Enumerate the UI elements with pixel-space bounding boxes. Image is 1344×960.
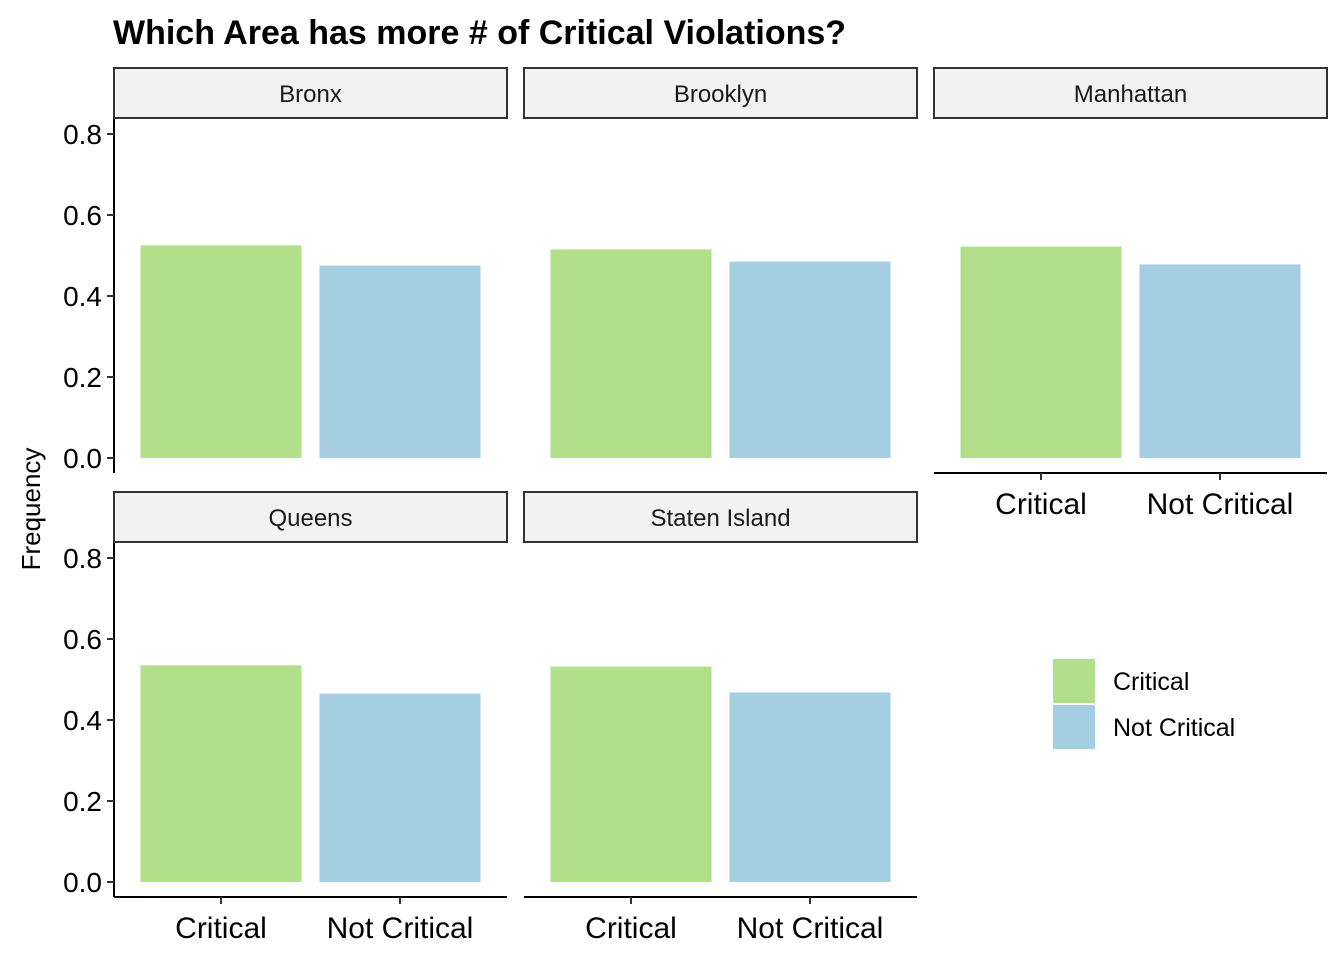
x-tick-label: Critical [175, 912, 267, 945]
facet-label: Staten Island [650, 505, 790, 532]
facets-layer: Bronx 0.0 0.2 0.4 0.6 0.8 Brooklyn Manhattan Cri… [63, 67, 1328, 945]
legend-label-critical: Critical [1113, 668, 1189, 696]
y-tick-label: 0.6 [63, 200, 102, 231]
facet-strip [933, 67, 1328, 119]
facet-staten-island: Staten Island Critical Not Critical [523, 491, 918, 945]
facet-label: Brooklyn [674, 81, 767, 108]
legend: Critical Not Critical [1053, 659, 1235, 749]
y-tick-label: 0.8 [63, 119, 102, 150]
y-tick-label: 0.2 [63, 362, 102, 393]
facet-label: Queens [268, 505, 352, 532]
bar-queens-not-critical [319, 693, 481, 882]
x-tick-label: Critical [995, 488, 1087, 521]
bar-queens-critical [140, 665, 302, 882]
bar-manhattan-critical [960, 246, 1122, 458]
x-tick-label: Not Critical [737, 912, 884, 945]
y-tick-label: 0.4 [63, 705, 102, 736]
facet-strip [113, 491, 508, 543]
y-axis-title: Frequency [16, 448, 46, 571]
bar-staten-island-critical [550, 666, 712, 882]
facet-strip [523, 491, 918, 543]
legend-key-critical [1053, 659, 1095, 703]
y-tick-label: 0.6 [63, 624, 102, 655]
y-tick-label: 0.0 [63, 443, 102, 474]
facet-label: Manhattan [1074, 81, 1187, 108]
facet-queens: Queens 0.0 0.2 0.4 0.6 0.8 Critical Not Critica… [63, 491, 508, 945]
y-tick-label: 0.8 [63, 543, 102, 574]
bar-bronx-critical [140, 245, 302, 458]
legend-key-not-critical [1053, 705, 1095, 749]
facet-strip [113, 67, 508, 119]
y-tick-label: 0.2 [63, 786, 102, 817]
facet-label: Bronx [279, 81, 342, 108]
y-tick-label: 0.4 [63, 281, 102, 312]
x-tick-label: Not Critical [1147, 488, 1294, 521]
facet-brooklyn: Brooklyn [523, 67, 918, 458]
bar-brooklyn-critical [550, 249, 712, 458]
facet-manhattan: Manhattan Critical Not Critical [933, 67, 1328, 521]
facet-bronx: Bronx 0.0 0.2 0.4 0.6 0.8 [63, 67, 508, 474]
bar-staten-island-not-critical [729, 692, 891, 882]
x-tick-label: Critical [585, 912, 677, 945]
chart-title: Which Area has more # of Critical Violat… [113, 14, 846, 52]
bar-manhattan-not-critical [1139, 264, 1301, 458]
y-tick-label: 0.0 [63, 867, 102, 898]
legend-label-not-critical: Not Critical [1113, 714, 1235, 742]
facet-strip [523, 67, 918, 119]
bar-bronx-not-critical [319, 265, 481, 458]
bar-brooklyn-not-critical [729, 261, 891, 458]
x-tick-label: Not Critical [327, 912, 474, 945]
